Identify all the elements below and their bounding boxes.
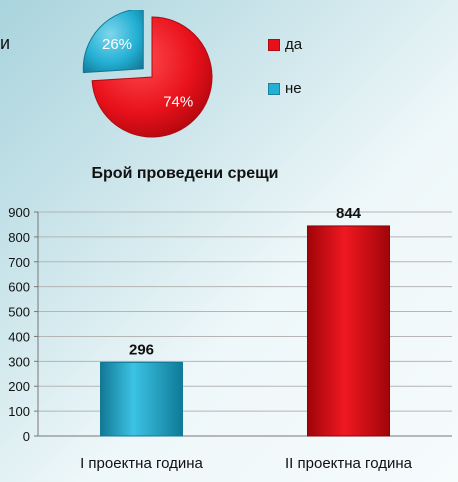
y-tick-label: 600 xyxy=(8,280,30,295)
legend-item-ne: не xyxy=(268,80,302,97)
pie-slice-da xyxy=(91,16,213,138)
bar-value-label: 844 xyxy=(336,205,362,222)
y-tick-label: 900 xyxy=(8,205,30,220)
pie-chart: 74% 26% xyxy=(82,10,213,138)
pie-label-da: 74% xyxy=(163,94,193,111)
y-tick-label: 300 xyxy=(8,354,30,369)
x-category-label: I проектна година xyxy=(80,455,203,472)
legend-swatch-red xyxy=(268,38,280,51)
y-tick-label: 800 xyxy=(8,230,30,245)
x-category-label: II проектна година xyxy=(285,455,413,472)
bar-value-label: 296 xyxy=(129,341,154,358)
y-tick-label: 500 xyxy=(8,305,30,320)
bar-chart: 0 100 200 300 400 500 600 700 800 900 296 I проект… xyxy=(8,205,452,472)
y-tick-label: 200 xyxy=(8,379,30,394)
pie-label-ne: 26% xyxy=(102,36,132,53)
bar-2 xyxy=(307,225,390,437)
legend-label-ne: не xyxy=(285,80,302,97)
legend-swatch-blue xyxy=(268,82,280,95)
y-tick-label: 700 xyxy=(8,255,30,270)
bar-chart-title: Брой проведени срещи xyxy=(91,165,279,182)
partial-text-fragment: и xyxy=(0,33,10,53)
y-tick-label: 0 xyxy=(23,429,30,444)
legend-item-da: да xyxy=(268,36,302,53)
pie-slice-ne xyxy=(82,10,144,74)
legend-label-da: да xyxy=(285,36,303,53)
y-tick-label: 100 xyxy=(8,404,30,419)
bar-1 xyxy=(100,361,183,437)
y-tick-label: 400 xyxy=(8,329,30,344)
